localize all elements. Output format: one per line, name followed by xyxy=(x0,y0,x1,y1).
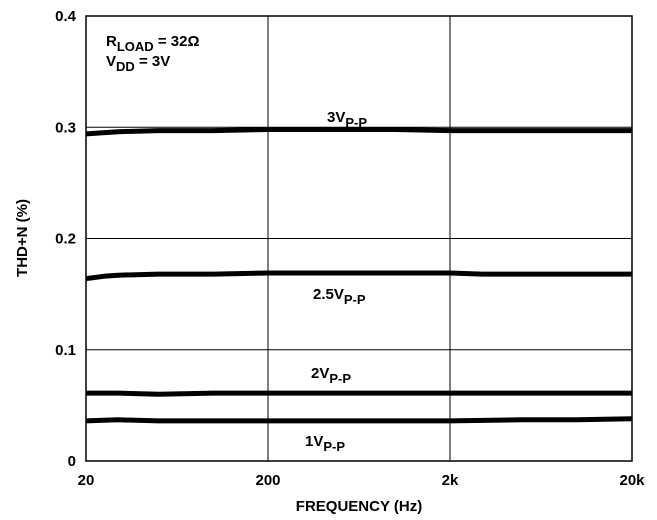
series-label: 2.5VP-P xyxy=(313,286,366,307)
series-labels: 3VP-P 2.5VP-P 2VP-P 1VP-P xyxy=(305,109,367,454)
y-tick-label: 0.3 xyxy=(55,119,76,136)
series-line xyxy=(85,270,632,282)
series-line xyxy=(86,390,632,397)
condition-label: RLOAD = 32Ω xyxy=(106,33,200,54)
series-label: 3VP-P xyxy=(327,109,367,130)
plot-frame xyxy=(85,15,633,462)
y-tick-label: 0.2 xyxy=(55,231,76,248)
x-tick-label: 200 xyxy=(255,472,280,489)
x-tick-labels: 20 200 2k 20k xyxy=(78,472,646,489)
x-tick-label: 20k xyxy=(619,472,645,489)
condition-label: VDD = 3V xyxy=(106,53,170,74)
y-tick-label: 0.4 xyxy=(55,8,77,25)
x-tick-label: 2k xyxy=(442,472,459,489)
series-line xyxy=(85,127,632,137)
series-label: 1VP-P xyxy=(305,433,345,454)
series-line xyxy=(85,416,633,424)
series-label: 2VP-P xyxy=(311,365,351,386)
y-axis-label: THD+N (%) xyxy=(14,199,31,277)
y-tick-labels: 0 0.1 0.2 0.3 0.4 xyxy=(55,8,77,470)
x-axis-label: FREQUENCY (Hz) xyxy=(296,498,422,515)
y-tick-label: 0 xyxy=(68,453,76,470)
y-tick-label: 0.1 xyxy=(55,342,76,359)
series-lines xyxy=(85,127,633,424)
x-tick-label: 20 xyxy=(78,472,95,489)
